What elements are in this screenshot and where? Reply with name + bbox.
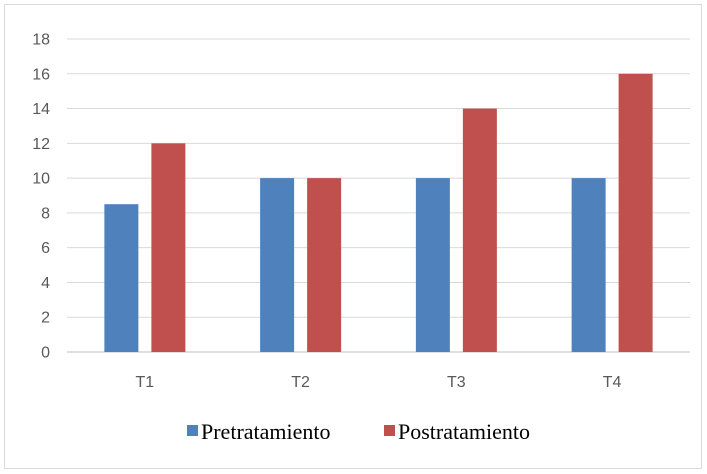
y-tick-label: 14 [32,101,50,118]
legend-label-pretratamiento: Pretratamiento [201,419,331,444]
x-tick-label: T3 [447,374,466,391]
x-tick-label: T4 [603,374,622,391]
x-tick-label: T1 [136,374,155,391]
y-tick-label: 2 [41,310,50,327]
bars [104,73,653,353]
y-tick-label: 16 [32,66,50,83]
y-tick-label: 6 [41,240,50,257]
y-tick-label: 4 [41,275,50,292]
y-tick-label: 18 [32,32,50,49]
bar-postratamiento-t4 [618,73,653,353]
y-axis-tick-labels: 0 2 4 6 8 10 12 14 16 18 [32,32,50,362]
bar-postratamiento-t3 [462,108,497,352]
bar-pretratamiento-t2 [260,178,295,352]
bar-postratamiento-t1 [151,143,186,352]
y-tick-label: 0 [41,345,50,362]
legend-swatch-postratamiento [384,425,395,436]
bar-pretratamiento-t1 [104,204,139,352]
y-tick-label: 8 [41,205,50,222]
x-tick-label: T2 [291,374,310,391]
bar-postratamiento-t2 [307,178,342,352]
y-tick-label: 12 [32,136,50,153]
bar-pretratamiento-t3 [415,178,450,352]
bar-pretratamiento-t4 [571,178,606,352]
legend-label-postratamiento: Postratamiento [398,419,530,444]
legend-swatch-pretratamiento [187,425,198,436]
legend: Pretratamiento Postratamiento [187,419,530,444]
y-tick-label: 10 [32,171,50,188]
x-axis-tick-labels: T1 T2 T3 T4 [136,374,622,391]
